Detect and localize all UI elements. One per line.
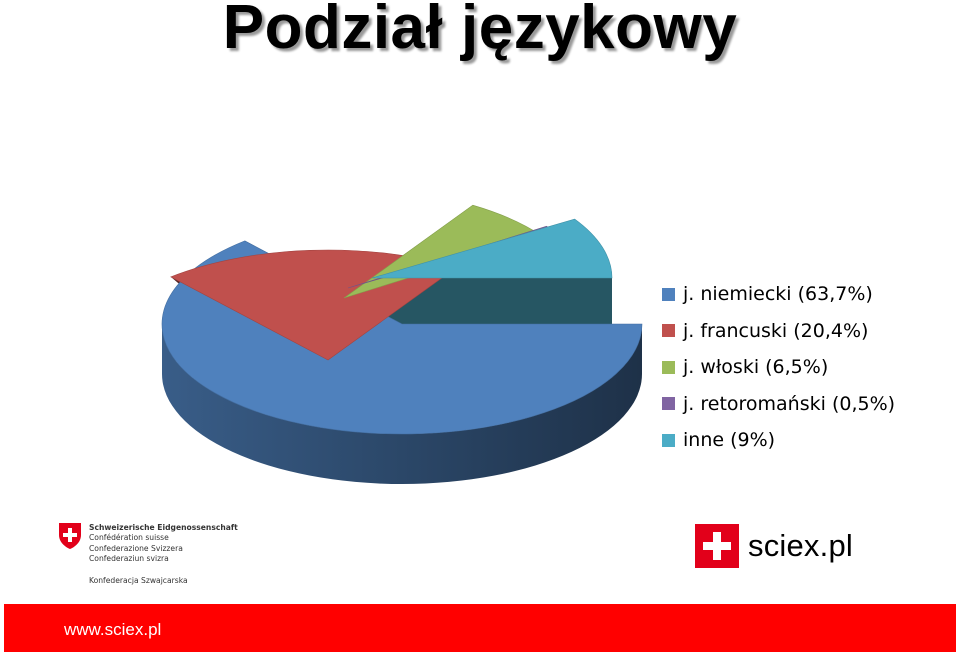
- pie-slice-5: [371, 218, 613, 279]
- swiss-logo-line: Schweizerische Eidgenossenschaft: [89, 523, 238, 532]
- legend-item: j. retoromański (0,5%): [662, 386, 895, 423]
- swiss-logo-line: Confederazione Svizzera: [89, 543, 183, 553]
- legend-swatch: [662, 397, 675, 411]
- swiss-cross-icon: [695, 524, 739, 568]
- footer-url-link[interactable]: www.sciex.pl: [64, 620, 162, 639]
- swiss-cross-icon: [59, 523, 81, 549]
- legend-item: j. niemiecki (63,7%): [662, 276, 895, 313]
- legend-label: inne (9%): [683, 429, 776, 452]
- sciex-logo: sciex.pl: [695, 524, 853, 568]
- pie-top-faces: [161, 204, 643, 435]
- chart-legend: j. niemiecki (63,7%) j. francuski (20,4%)…: [662, 276, 895, 459]
- legend-swatch: [662, 287, 675, 301]
- swiss-logo-lines: Schweizerische Eidgenossenschaft Confédé…: [89, 523, 238, 565]
- swiss-logo-polish-name: Konfederacja Szwajcarska: [89, 576, 188, 585]
- legend-label: j. francuski (20,4%): [683, 319, 869, 342]
- legend-item: j. francuski (20,4%): [662, 313, 895, 350]
- footer-bar: www.sciex.pl: [4, 604, 956, 652]
- legend-label: j. włoski (6,5%): [683, 356, 829, 379]
- legend-label: j. niemiecki (63,7%): [683, 283, 873, 306]
- sciex-logo-text: sciex.pl: [748, 528, 853, 563]
- legend-item: inne (9%): [662, 422, 895, 459]
- swiss-logo-line: Confédération suisse: [89, 533, 169, 543]
- legend-item: j. włoski (6,5%): [662, 349, 895, 386]
- legend-swatch: [662, 360, 675, 374]
- legend-swatch: [662, 433, 675, 447]
- pie-slice-wall: [372, 278, 612, 328]
- pie-slice-rim: [162, 324, 642, 484]
- swiss-confederation-logo: Schweizerische Eidgenossenschaft Confédé…: [58, 522, 238, 588]
- legend-label: j. retoromański (0,5%): [683, 392, 896, 415]
- legend-swatch: [662, 324, 675, 338]
- pie-chart: [161, 204, 643, 484]
- page-title: Podział językowy: [222, 0, 738, 62]
- swiss-logo-line: Confederaziun svizra: [89, 554, 169, 564]
